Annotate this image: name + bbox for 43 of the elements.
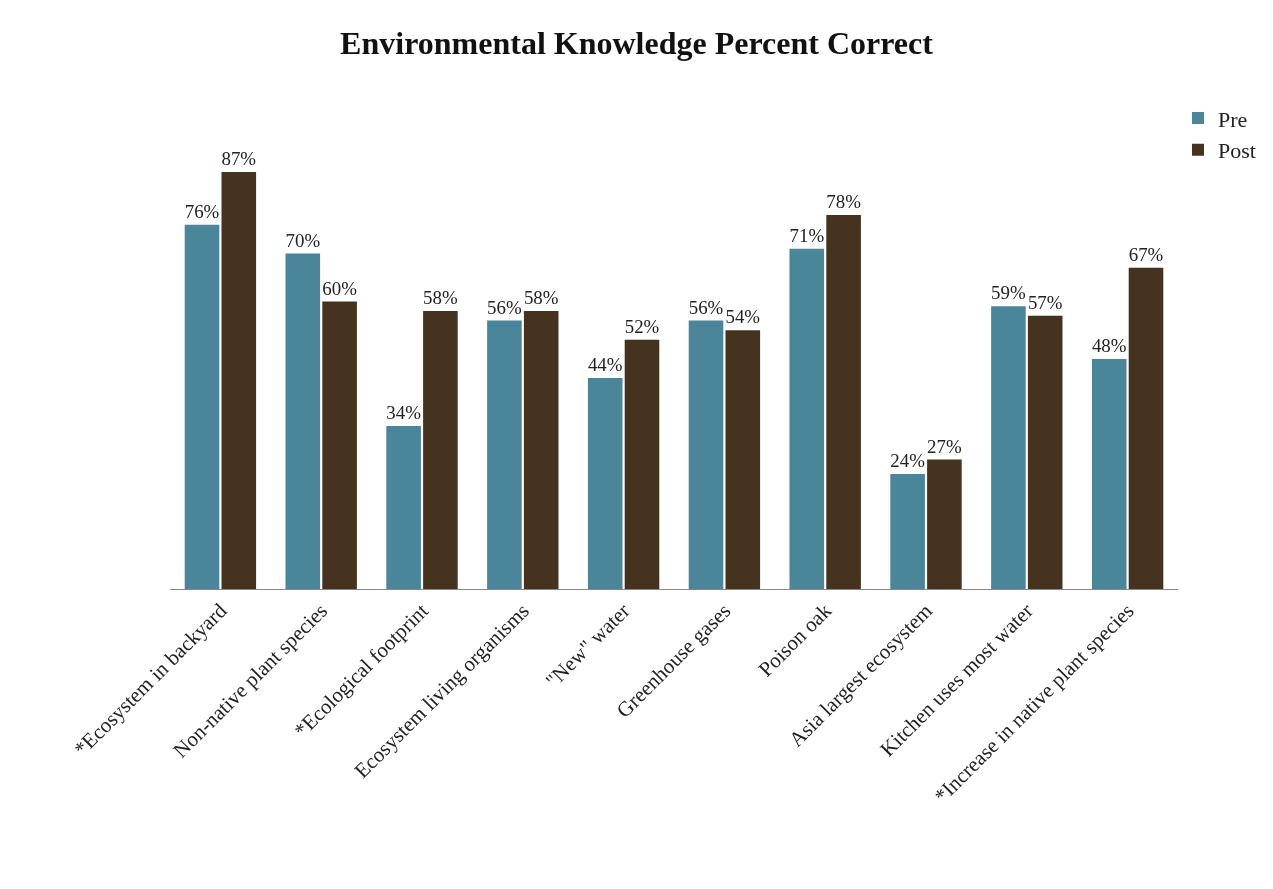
bar bbox=[890, 473, 925, 589]
legend-label: Post bbox=[1218, 138, 1256, 164]
data-label: 52% bbox=[624, 315, 660, 337]
bar bbox=[789, 248, 825, 589]
bar bbox=[1091, 358, 1127, 589]
data-label: 56% bbox=[487, 296, 522, 318]
data-label: 87% bbox=[221, 148, 257, 170]
bar bbox=[1128, 267, 1164, 589]
bar bbox=[487, 320, 522, 589]
data-label: 58% bbox=[523, 287, 559, 309]
bar bbox=[184, 224, 220, 589]
bar bbox=[624, 339, 660, 589]
data-label: 78% bbox=[826, 191, 862, 213]
data-label: 67% bbox=[1128, 244, 1164, 266]
data-label: 58% bbox=[423, 287, 458, 309]
data-label: 56% bbox=[688, 296, 724, 318]
data-label: 48% bbox=[1091, 335, 1127, 357]
data-label: 54% bbox=[725, 306, 761, 328]
chart-title: Environmental Knowledge Percent Correct bbox=[340, 24, 934, 61]
bar bbox=[927, 459, 962, 589]
data-label: 70% bbox=[285, 229, 321, 251]
bar bbox=[688, 320, 724, 589]
data-label: 44% bbox=[587, 354, 623, 376]
bar bbox=[285, 253, 321, 589]
data-label: 76% bbox=[184, 200, 220, 222]
bar bbox=[423, 310, 458, 589]
bar bbox=[1027, 315, 1063, 589]
legend-label: Pre bbox=[1218, 106, 1248, 132]
data-label: 24% bbox=[890, 450, 926, 472]
data-label: 34% bbox=[386, 402, 422, 424]
bar bbox=[221, 171, 257, 589]
data-label: 27% bbox=[927, 435, 962, 457]
bar bbox=[587, 378, 623, 589]
bar bbox=[826, 215, 861, 589]
bar bbox=[523, 310, 559, 589]
data-label: 59% bbox=[991, 282, 1026, 304]
bar bbox=[322, 301, 357, 589]
bar bbox=[991, 306, 1026, 589]
bar bbox=[386, 426, 421, 589]
bar bbox=[725, 330, 761, 589]
data-label: 57% bbox=[1027, 291, 1063, 313]
data-label: 60% bbox=[322, 277, 358, 299]
data-label: 71% bbox=[789, 224, 825, 246]
